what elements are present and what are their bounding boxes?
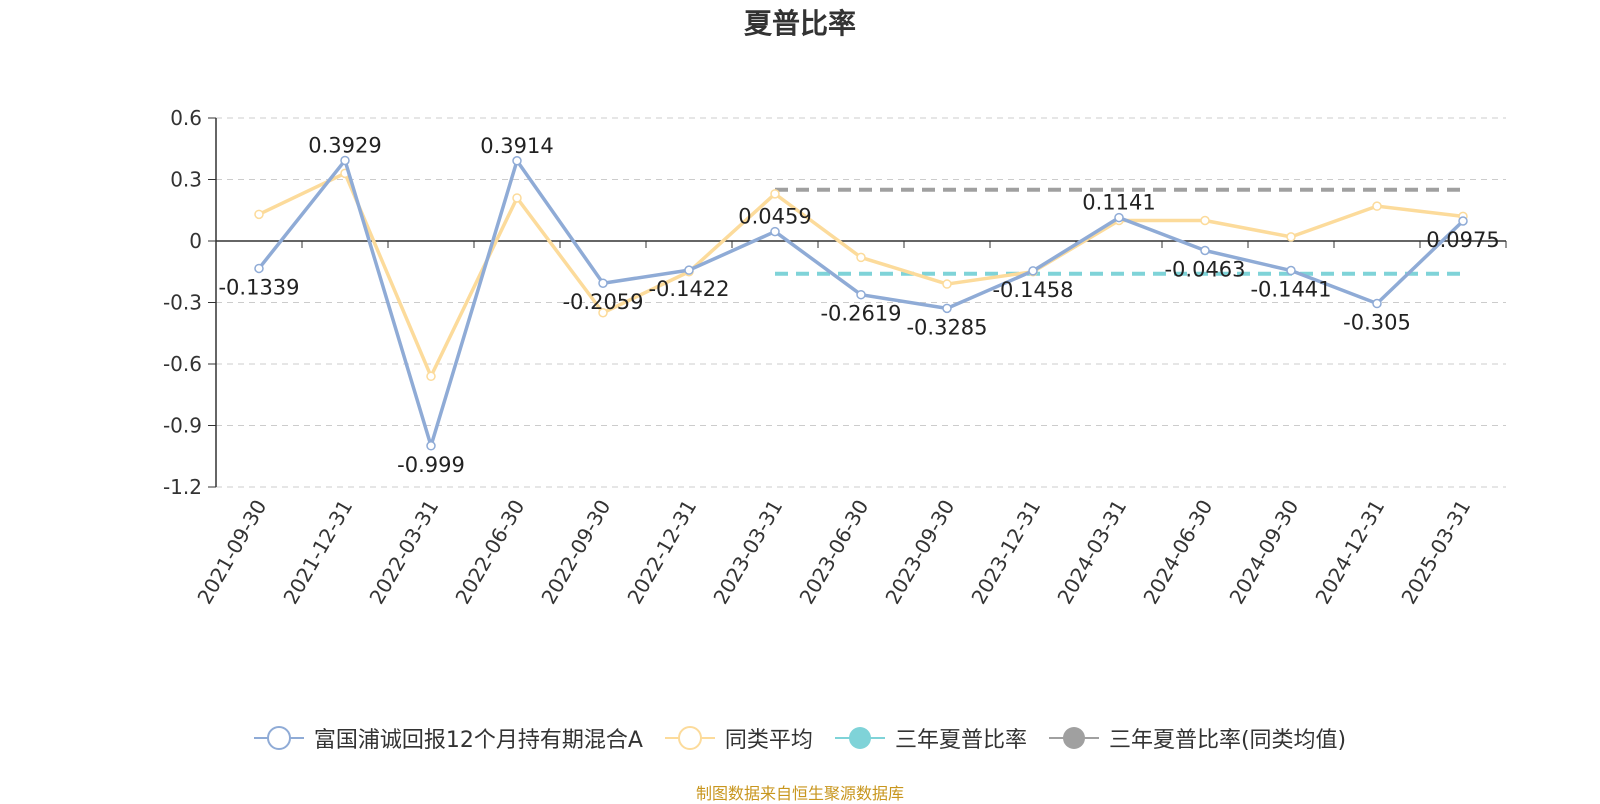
chart-title: 夏普比率 <box>743 7 856 40</box>
fund-data-label: 0.0459 <box>738 205 811 229</box>
peer-average-point <box>254 209 264 220</box>
fund-data-label: -0.1422 <box>648 277 729 301</box>
x-tick-label: 2023-03-31 <box>708 496 787 609</box>
y-tick-label: -0.6 <box>163 352 202 376</box>
peer-average-point <box>1286 232 1296 242</box>
y-tick-label: 0 <box>189 229 202 253</box>
x-tick-label: 2024-12-31 <box>1310 496 1389 609</box>
fund-point <box>1286 265 1296 276</box>
legend-peer-average-icon <box>664 726 715 750</box>
legend-three-year-sharpe-peer-icon <box>1048 727 1099 749</box>
y-tick-label: -1.2 <box>163 475 202 499</box>
series-lines <box>254 155 1468 451</box>
fund-data-label: -0.0463 <box>1164 257 1245 281</box>
x-tick-label: 2024-06-30 <box>1138 496 1217 609</box>
x-tick-label: 2022-03-31 <box>364 496 443 609</box>
fund-point <box>1028 266 1038 276</box>
y-tick-label: -0.3 <box>163 291 202 315</box>
fund-point <box>254 263 264 274</box>
fund-data-label: 0.3914 <box>480 134 553 158</box>
x-tick-label: 2023-12-31 <box>966 496 1045 609</box>
grid-lines <box>216 117 1506 488</box>
x-tick-label: 2021-09-30 <box>192 496 271 609</box>
fund-data-label: -0.999 <box>397 453 465 477</box>
y-tick-label: 0.6 <box>170 106 202 130</box>
fund-point <box>598 278 608 288</box>
legend-item-three-year-sharpe[interactable]: 三年夏普比率 <box>834 722 1027 754</box>
fund-data-label: -0.3285 <box>906 315 987 339</box>
x-tick-label: 2024-09-30 <box>1224 496 1303 609</box>
fund-data-label: -0.1339 <box>218 275 299 299</box>
fund-data-label: -0.2619 <box>820 302 901 326</box>
y-tick-label: 0.3 <box>170 168 202 192</box>
fund-data-label: -0.2059 <box>562 290 643 314</box>
legend-item-fund[interactable]: 富国浦诚回报12个月持有期混合A <box>253 722 643 754</box>
legend-label-three-year-sharpe-peer: 三年夏普比率(同类均值) <box>1108 728 1347 753</box>
legend: 富国浦诚回报12个月持有期混合A 同类平均 三年夏普比率 三年夏普比率(同类均值… <box>0 718 1600 758</box>
fund-point <box>856 289 866 300</box>
fund-point <box>512 156 522 166</box>
x-tick-label: 2022-12-31 <box>622 496 701 609</box>
x-tick-label: 2023-09-30 <box>880 496 959 609</box>
peer-average-point <box>1200 215 1210 226</box>
fund-data-label: 0.1141 <box>1082 191 1155 215</box>
legend-fund-icon <box>253 726 304 750</box>
fund-point <box>1458 216 1468 226</box>
peer-average-point <box>1372 201 1382 211</box>
fund-point <box>1114 212 1124 223</box>
x-tick-label: 2025-03-31 <box>1396 496 1475 609</box>
fund-point <box>942 303 952 314</box>
peer-average-point <box>856 252 866 263</box>
fund-point <box>1372 298 1382 309</box>
fund-data-label: -0.1441 <box>1250 278 1331 302</box>
source-note: 制图数据来自恒生聚源数据库 <box>695 784 904 803</box>
fund-point <box>340 155 350 166</box>
fund-data-label: 0.0975 <box>1426 228 1499 252</box>
legend-item-three-year-sharpe-peer[interactable]: 三年夏普比率(同类均值) <box>1048 722 1347 754</box>
legend-label-peer-average: 同类平均 <box>724 728 813 753</box>
fund-point <box>684 265 694 275</box>
legend-label-three-year-sharpe: 三年夏普比率 <box>894 728 1027 753</box>
peer-average-point <box>512 193 522 203</box>
peer-average-point <box>598 308 608 318</box>
x-tick-label: 2022-09-30 <box>536 496 615 609</box>
x-tick-label: 2022-06-30 <box>450 496 529 609</box>
data-labels: -0.1339 0.3929 -0.999 0.3914 -0.2059-0.1422 0… <box>218 133 1499 476</box>
peer-average-point <box>770 189 780 199</box>
legend-three-year-sharpe-icon <box>834 727 885 749</box>
x-tick-label: 2021-12-31 <box>278 496 357 609</box>
fund-data-label: -0.305 <box>1343 311 1411 335</box>
fund-point <box>426 441 436 451</box>
y-tick-label: -0.9 <box>163 414 202 438</box>
x-tick-label: 2023-06-30 <box>794 496 873 609</box>
fund-data-label: -0.1458 <box>992 278 1073 302</box>
fund-point <box>1200 245 1210 256</box>
legend-label-fund: 富国浦诚回报12个月持有期混合A <box>313 728 643 753</box>
x-tick-label: 2024-03-31 <box>1052 496 1131 609</box>
peer-average-point <box>942 279 952 289</box>
legend-item-peer-average[interactable]: 同类平均 <box>664 722 813 754</box>
peer-average-point <box>426 371 436 382</box>
fund-point <box>770 226 780 237</box>
fund-data-label: 0.3929 <box>308 133 381 157</box>
